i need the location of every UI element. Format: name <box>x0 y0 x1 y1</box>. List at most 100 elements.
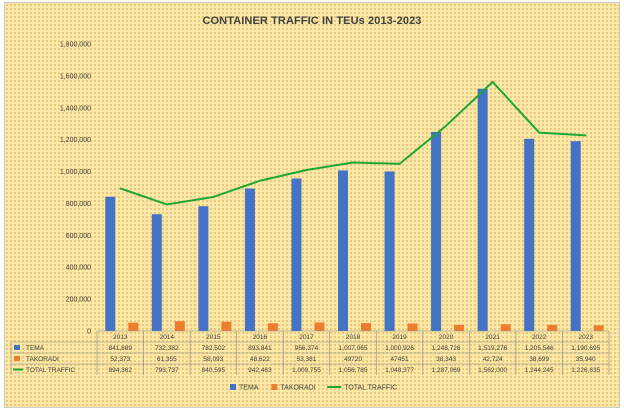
chart-title: CONTAINER TRAFFIC IN TEUs 2013-2023 <box>202 15 422 27</box>
x-tick-label: 2013 <box>113 334 128 341</box>
total-traffic-line <box>119 80 586 206</box>
table-cell-value: 49720 <box>344 356 362 363</box>
table-cell-value: 1,248,726 <box>432 345 461 352</box>
tema-bar <box>338 170 348 331</box>
total-traffic-point <box>445 124 447 127</box>
legend-label: TAKORADI <box>280 385 315 392</box>
takoradi-bar <box>593 325 604 331</box>
y-tick-label: 200,000 <box>66 297 91 304</box>
total-traffic-point <box>212 196 215 198</box>
legend-label: TEMA <box>239 385 259 392</box>
table-cell-value: 38,699 <box>529 356 549 363</box>
total-traffic-point <box>259 179 261 182</box>
tema-bar <box>384 171 395 331</box>
total-traffic-point <box>584 134 587 137</box>
tema-bar <box>291 178 302 331</box>
table-cell-value: 1,000,926 <box>385 345 414 352</box>
takoradi-bar <box>174 321 185 331</box>
table-cell-value: 956,374 <box>295 345 319 352</box>
table-legend-key <box>14 356 20 361</box>
takoradi-bar <box>267 323 278 331</box>
x-tick-label: 2016 <box>253 334 268 341</box>
y-tick-label: 600,000 <box>66 233 91 240</box>
table-cell-value: 38,343 <box>436 356 456 363</box>
x-tick-label: 2019 <box>392 334 407 341</box>
y-tick-label: 1,800,000 <box>60 42 91 49</box>
tema-bar <box>105 196 116 331</box>
table-series-name: TOTAL TRAFFIC <box>26 367 76 374</box>
takoradi-bar <box>500 324 511 331</box>
total-traffic-point <box>398 163 401 165</box>
takoradi-bar <box>128 322 139 331</box>
tema-bar <box>570 141 581 331</box>
total-traffic-point <box>538 131 540 134</box>
y-tick-label: 0 <box>87 329 91 336</box>
tema-bar <box>477 88 488 331</box>
table-cell-value: 893,841 <box>248 345 272 352</box>
legend-key <box>230 384 236 390</box>
y-tick-label: 1,000,000 <box>60 169 91 176</box>
tema-bar <box>524 138 535 331</box>
x-tick-label: 2017 <box>299 334 314 341</box>
table-cell-value: 1,287,069 <box>432 367 461 374</box>
table-cell-value: 1,205,546 <box>525 345 554 352</box>
takoradi-bar <box>454 324 465 331</box>
legend-key <box>271 384 278 390</box>
table-cell-value: 1,226,635 <box>571 367 600 374</box>
x-tick-label: 2021 <box>485 334 500 341</box>
x-tick-label: 2018 <box>346 334 361 341</box>
table-cell-value: 942,463 <box>248 367 272 374</box>
table-cell-value: 1,007,065 <box>339 345 368 352</box>
table-cell-value: 1,244,245 <box>525 367 554 374</box>
x-tick-label: 2014 <box>160 334 175 341</box>
chart-frame: CONTAINER TRAFFIC IN TEUs 2013-2023 0 200… <box>4 2 620 408</box>
table-series-name: TEMA <box>26 345 45 352</box>
takoradi-bar <box>361 323 371 331</box>
table-cell-value: 782,502 <box>202 345 226 352</box>
tema-bar <box>431 131 442 331</box>
y-tick-label: 400,000 <box>66 265 91 272</box>
table-cell-value: 894,362 <box>109 367 133 374</box>
table-cell-value: 840,595 <box>202 367 226 374</box>
total-traffic-point <box>119 187 122 190</box>
takoradi-bar <box>407 323 418 331</box>
legend-label: TOTAL TRAFFIC <box>344 385 397 392</box>
tema-bar <box>151 214 162 331</box>
chart-svg: 0 200,000 400,000 600,000 800,000 1,000,000 1,… <box>10 42 610 392</box>
x-tick-label: 2023 <box>578 334 593 341</box>
takoradi-bar <box>221 321 232 331</box>
x-tick-label: 2020 <box>439 334 454 341</box>
y-tick-label: 1,200,000 <box>60 137 91 144</box>
table-series-name: TAKORADI <box>26 356 59 363</box>
table-cell-value: 1,190,695 <box>571 345 600 352</box>
table-legend-key <box>14 345 20 350</box>
table-cell-value: 1,056,785 <box>339 367 368 374</box>
total-traffic-point <box>305 169 308 171</box>
table-cell-value: 1,048,377 <box>385 367 414 374</box>
table-cell-value: 61,355 <box>157 356 177 363</box>
table-cell-value: 52,373 <box>110 356 130 363</box>
total-traffic-point <box>352 161 354 164</box>
table-cell-value: 53,381 <box>297 356 317 363</box>
tema-bar <box>244 188 255 331</box>
total-traffic-point <box>491 81 494 83</box>
table-cell-value: 42,724 <box>483 356 503 363</box>
table-cell-value: 732,382 <box>155 345 179 352</box>
table-cell-value: 793,737 <box>155 367 179 374</box>
tema-bar <box>198 206 209 331</box>
y-tick-label: 1,400,000 <box>60 105 91 112</box>
table-cell-value: 48,622 <box>250 356 270 363</box>
table-cell-value: 1,562,000 <box>478 367 507 374</box>
table-cell-value: 1,519,276 <box>478 345 507 352</box>
x-tick-label: 2015 <box>206 334 221 341</box>
y-tick-label: 800,000 <box>66 201 91 208</box>
table-cell-value: 841,889 <box>109 345 133 352</box>
table-cell-value: 35,940 <box>576 356 596 363</box>
takoradi-bar <box>314 322 325 331</box>
table-cell-value: 58,093 <box>203 356 223 363</box>
x-tick-label: 2022 <box>532 334 547 341</box>
y-tick-label: 1,600,000 <box>60 73 91 80</box>
table-cell-value: 47451 <box>391 356 409 363</box>
table-cell-value: 1,009,755 <box>292 367 321 374</box>
total-traffic-point <box>166 203 168 206</box>
